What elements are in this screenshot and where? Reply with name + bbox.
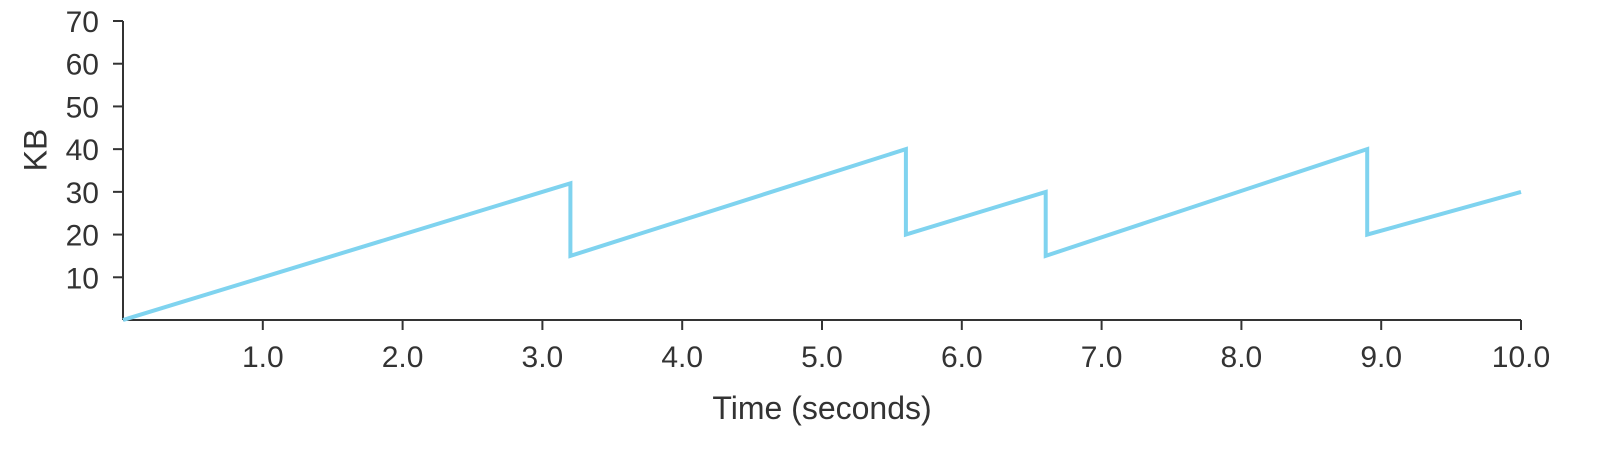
x-axis: 1.0 2.0 3.0 4.0 5.0 6.0 7.0 8.0 9.0 10.0: [123, 319, 1550, 374]
y-tick-label: 50: [66, 91, 99, 124]
x-tick-label: 10.0: [1492, 341, 1550, 374]
y-tick-label: 60: [66, 49, 99, 82]
y-axis: 10 20 30 40 50 60 70: [66, 6, 124, 320]
y-tick-label: 10: [66, 262, 99, 295]
x-tick-label: 7.0: [1081, 341, 1123, 374]
x-tick-label: 3.0: [522, 341, 564, 374]
series-layer: [122, 146, 1522, 322]
x-tick-label: 4.0: [661, 341, 703, 374]
x-tick-label: 5.0: [801, 341, 843, 374]
y-tick-label: 70: [66, 6, 99, 39]
x-tick-label: 1.0: [242, 341, 284, 374]
y-tick-label: 20: [66, 220, 99, 253]
series-line: [122, 146, 1522, 322]
x-tick-label: 2.0: [382, 341, 424, 374]
x-tick-label: 6.0: [941, 341, 983, 374]
x-tick-label: 9.0: [1360, 341, 1402, 374]
y-tick-label: 30: [66, 177, 99, 210]
x-axis-title: Time (seconds): [712, 390, 931, 426]
y-tick-label: 40: [66, 134, 99, 167]
x-tick-label: 8.0: [1221, 341, 1263, 374]
y-axis-title: KB: [17, 129, 53, 172]
